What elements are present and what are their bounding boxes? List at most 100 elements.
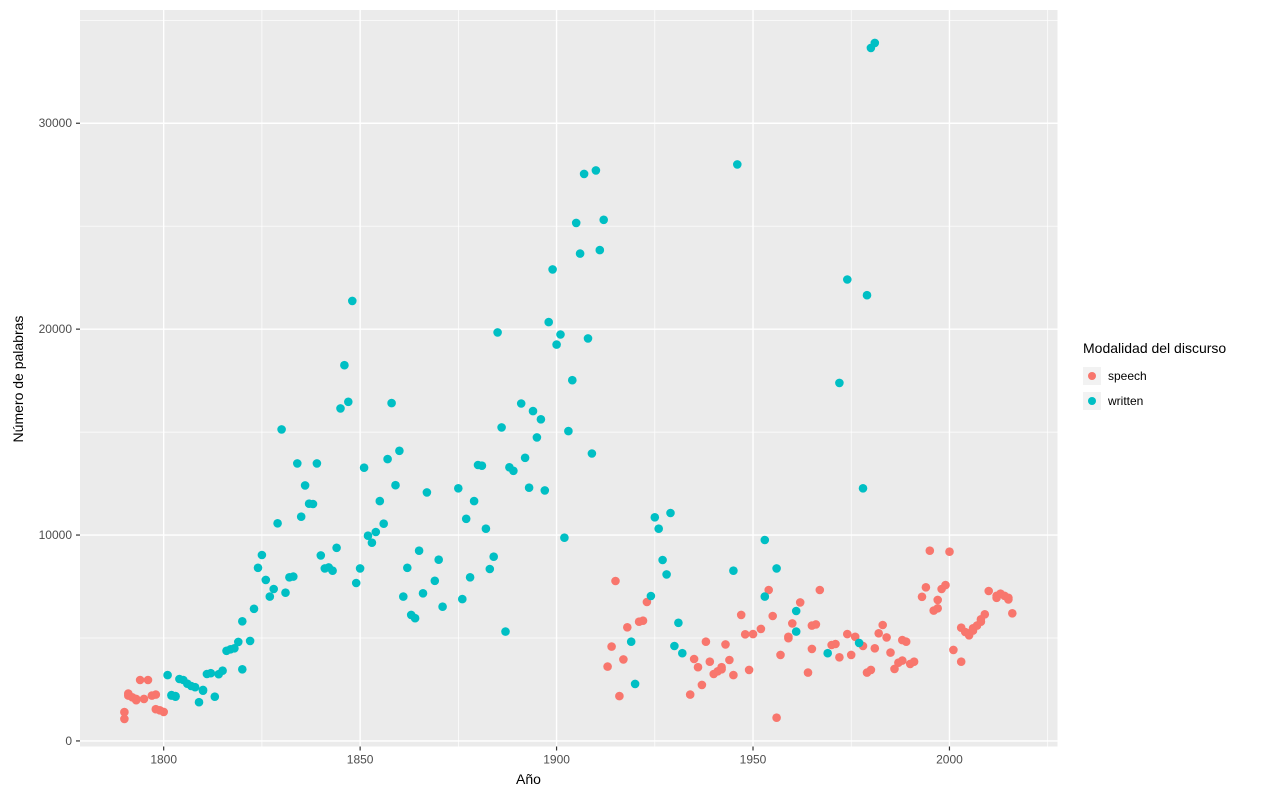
data-point-speech (135, 675, 145, 685)
legend-title: Modalidad del discurso (1083, 340, 1227, 356)
data-point-written (430, 576, 440, 586)
data-point-written (772, 564, 781, 573)
legend-label-written: written (1108, 393, 1144, 408)
legend-key-written (1083, 391, 1101, 410)
data-point-speech (803, 668, 813, 677)
data-point-speech (925, 546, 935, 555)
data-point-written (854, 638, 864, 648)
data-point-speech (846, 650, 856, 660)
data-point-speech (615, 691, 624, 701)
data-point-written (591, 166, 601, 175)
legend-key-speech (1083, 366, 1101, 385)
data-point-written (253, 563, 263, 573)
data-point-written (403, 563, 412, 573)
data-point-written (245, 636, 255, 646)
data-point-speech (901, 637, 911, 646)
data-point-speech (693, 662, 703, 672)
data-point-written (198, 686, 208, 695)
data-point-written (516, 399, 526, 408)
data-point-written (465, 573, 475, 582)
data-point-speech (984, 586, 993, 596)
data-point-speech (909, 657, 919, 666)
data-point-written (206, 668, 216, 678)
data-point-written (583, 334, 593, 343)
x-tick-label: 1850 (347, 753, 374, 767)
data-point-speech (870, 644, 880, 653)
data-point-written (234, 637, 243, 647)
data-point-written (646, 591, 656, 601)
data-point-written (595, 245, 605, 255)
data-point-speech (756, 624, 766, 634)
data-point-written (312, 459, 322, 468)
data-point-written (296, 512, 306, 521)
data-point-written (568, 375, 577, 385)
data-point-speech (736, 610, 746, 620)
data-point-speech (917, 592, 927, 602)
data-point-written (438, 602, 447, 611)
data-point-written (571, 218, 581, 228)
data-point-speech (619, 655, 628, 664)
data-point-written (363, 531, 373, 540)
data-point-written (674, 618, 683, 628)
data-point-written (536, 415, 546, 424)
data-point-speech (807, 644, 817, 654)
data-point-written (340, 360, 349, 370)
data-point-speech (151, 690, 161, 699)
data-point-written (843, 275, 852, 284)
data-point-written (835, 378, 844, 388)
x-tick-label: 1950 (740, 753, 767, 767)
data-point-written (328, 566, 337, 575)
data-point-written (261, 575, 271, 585)
data-point-written (461, 514, 471, 524)
data-point-written (760, 592, 770, 601)
data-point-written (348, 296, 357, 306)
data-point-speech (776, 650, 785, 660)
data-point-written (556, 330, 565, 339)
data-point-written (587, 449, 597, 458)
data-point-speech (811, 620, 821, 629)
data-point-written (308, 499, 318, 509)
data-point-written (501, 627, 510, 636)
data-point-written (332, 543, 341, 553)
data-point-written (391, 480, 400, 490)
data-point-written (383, 454, 392, 464)
data-point-speech (772, 713, 781, 722)
data-point-written (375, 496, 385, 506)
data-point-written (379, 519, 389, 528)
data-point-speech (697, 680, 707, 690)
data-point-written (493, 328, 502, 337)
data-point-written (485, 564, 495, 574)
data-point-speech (874, 629, 883, 638)
data-point-written (654, 524, 663, 533)
data-point-speech (607, 642, 616, 651)
legend-item-speech: speech (1083, 363, 1226, 388)
data-point-speech (623, 623, 632, 632)
data-point-speech (729, 670, 738, 680)
data-point-written (265, 592, 275, 601)
data-point-speech (1008, 609, 1017, 618)
data-point-written (399, 592, 408, 601)
data-point-written (218, 666, 227, 675)
data-point-written (524, 483, 534, 493)
x-tick-label: 2000 (936, 753, 963, 767)
data-point-written (599, 215, 608, 225)
data-point-speech (890, 664, 899, 674)
y-tick-label: 10000 (39, 528, 73, 542)
data-point-speech (788, 619, 797, 628)
data-point-speech (131, 695, 141, 705)
written-dot-icon (1088, 396, 1096, 405)
data-point-speech (933, 595, 942, 605)
data-point-speech (1004, 595, 1013, 604)
data-point-written (575, 249, 585, 258)
data-point-written (560, 533, 569, 542)
data-point-speech (941, 580, 950, 590)
data-point-speech (120, 707, 129, 717)
data-point-written (190, 682, 200, 692)
data-point-speech (638, 616, 648, 625)
data-point-written (552, 340, 561, 349)
data-point-written (650, 513, 660, 522)
data-point-written (163, 670, 172, 680)
data-point-speech (764, 585, 773, 595)
data-point-written (544, 317, 553, 327)
